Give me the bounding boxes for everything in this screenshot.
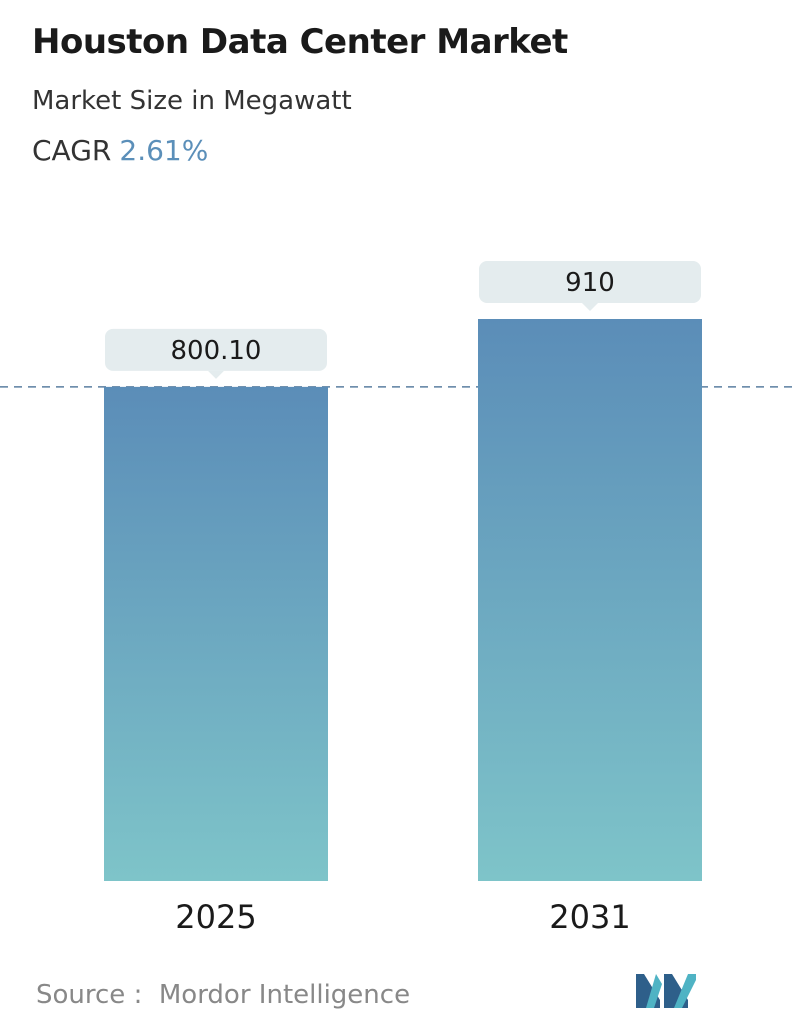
x-tick-label: 2031 bbox=[549, 898, 630, 936]
mordor-logo-icon bbox=[636, 974, 696, 1008]
value-label-box bbox=[105, 328, 327, 371]
source-line: Source : Mordor Intelligence bbox=[36, 980, 410, 1010]
bar-2031 bbox=[478, 319, 702, 881]
value-label-pointer bbox=[582, 303, 598, 311]
value-label-box bbox=[479, 261, 701, 303]
chart-title: Houston Data Center Market bbox=[32, 22, 568, 62]
x-tick-label: 2025 bbox=[175, 898, 256, 936]
source-label: Source : bbox=[36, 980, 143, 1010]
data-label: 910 bbox=[565, 268, 615, 298]
cagr-label: CAGR bbox=[32, 134, 112, 167]
value-label-pointer bbox=[208, 370, 224, 379]
source-name: Mordor Intelligence bbox=[158, 980, 411, 1010]
bar-2025 bbox=[104, 386, 328, 881]
cagr-value: 2.61% bbox=[119, 134, 209, 167]
data-label: 800.10 bbox=[171, 336, 262, 366]
cagr-line: CAGR 2.61% bbox=[32, 134, 208, 167]
bar-chart: 800.10 2025 910 2031 bbox=[0, 261, 796, 936]
chart-subtitle: Market Size in Megawatt bbox=[32, 86, 352, 116]
